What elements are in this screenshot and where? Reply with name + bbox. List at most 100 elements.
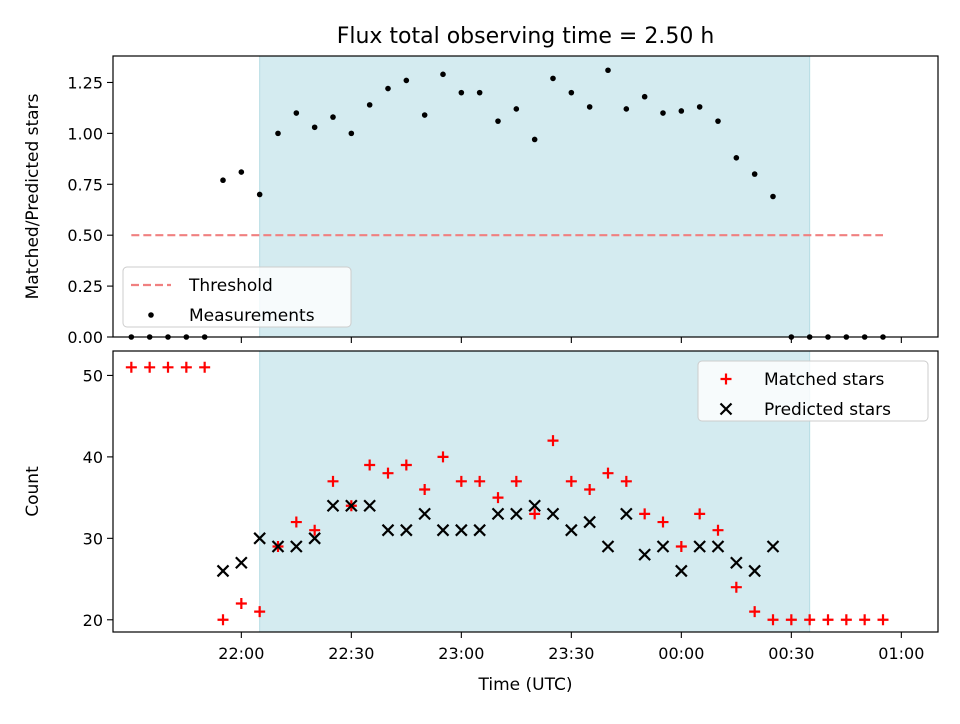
panel-2-matched-stars-point (382, 467, 394, 479)
panel-1-measurements-point (495, 118, 501, 124)
panel-2-predicted-stars-point (693, 540, 706, 553)
panel-1-measurements-point (641, 93, 648, 100)
panel-2-matched-stars-point (694, 508, 706, 520)
panel-1-y-tick-label: 0.50 (67, 226, 103, 245)
panel-2-predicted-stars-point (730, 556, 743, 570)
panel-1-measurements-point (311, 124, 318, 131)
panel-1-measurements-point (550, 75, 556, 82)
panel-1-y-tick-label: 0.00 (67, 328, 103, 347)
panel-2-y-tick-label: 30 (83, 529, 103, 548)
panel-2-matched-stars-point (877, 614, 889, 626)
panel-2-predicted-stars-point (583, 515, 596, 529)
panel-2-predicted-stars-point (271, 540, 285, 553)
panel-2-predicted-stars-point (711, 540, 725, 553)
panel-2-y-tick-label: 50 (83, 366, 103, 385)
panel-1-y-tick-label: 1.25 (67, 73, 103, 92)
panel-2-predicted-stars-point (510, 507, 523, 521)
panel-2-matched-stars-point (162, 361, 174, 373)
panel-2-matched-stars-point (309, 524, 321, 536)
panel-1-measurements-point (605, 67, 611, 74)
panel-1-measurements-point (385, 85, 391, 92)
panel-2-y-tick-label: 20 (83, 611, 103, 630)
panel-2-predicted-stars-point (546, 507, 560, 521)
panel-2-matched-stars-point (584, 483, 596, 495)
panel-2-predicted-stars-point (656, 540, 670, 553)
panel-1-measurements-point (770, 193, 776, 200)
panel-2-y-axis-label: Count (23, 466, 43, 517)
panel-2-matched-stars-point (199, 361, 211, 373)
panel-2-predicted-stars-point (766, 540, 780, 553)
panel-2-predicted-stars-point (748, 564, 761, 578)
panel-1-measurements-point (660, 110, 666, 116)
panel-2-predicted-stars-point (638, 548, 651, 561)
x-axis-label: Time (UTC) (478, 675, 573, 695)
panel-2-matched-stars-point (254, 606, 266, 618)
panel-1-measurements-point (440, 71, 446, 78)
panel-2-matched-stars-point (364, 459, 376, 471)
panel-2-predicted-stars-point (290, 540, 303, 553)
panel-2-predicted-stars-point (326, 499, 340, 513)
panel-2-legend-label: Matched stars (764, 370, 884, 390)
panel-2-matched-stars-point (217, 614, 229, 626)
panel-2-matched-stars-point (712, 524, 724, 536)
panel-2-matched-stars-point (730, 581, 742, 593)
panel-1-legend-box (122, 266, 352, 328)
panel-2-y-tick-label: 40 (83, 448, 103, 467)
panel-1-measurements-point (531, 136, 538, 143)
panel-2-legend-label: Predicted stars (764, 400, 891, 420)
panel-2-matched-stars-point (492, 492, 504, 504)
panel-2-matched-stars-point (474, 475, 486, 487)
panel-2-matched-stars-point (620, 475, 632, 487)
panel-2-matched-stars-point (400, 459, 412, 471)
panel-2-matched-stars-point (675, 540, 687, 552)
panel-1-measurements-point (403, 77, 410, 84)
panel-1-measurements-point (751, 171, 758, 177)
panel-2-x-tick-label: 23:00 (438, 644, 484, 663)
panel-2-matched-stars-point (840, 614, 852, 626)
panel-2-predicted-stars-point (363, 499, 376, 513)
panel-2-matched-stars-point (547, 435, 559, 447)
panel-2-matched-stars-point (804, 614, 816, 626)
panel-2-predicted-stars-point (601, 540, 615, 553)
panel-1-measurements-point (623, 106, 630, 112)
panel-1-measurements-point (366, 102, 373, 108)
panel-2-matched-stars-point (785, 614, 797, 626)
panel-1-y-axis-label: Matched/Predicted stars (23, 93, 43, 299)
panel-2-predicted-stars-point (381, 523, 395, 537)
panel-2-matched-stars-point (529, 508, 541, 520)
panel-2-axes-frame (112, 350, 939, 633)
panel-2-matched-stars-point (767, 614, 779, 626)
panel-1-measurements-point (238, 169, 245, 175)
panel-2-x-tick-label: 00:00 (658, 644, 704, 663)
panel-2-predicted-stars-point (308, 532, 321, 545)
panel-1-legend-marker (148, 312, 154, 318)
panel-1-measurements-point (513, 106, 520, 112)
panel-2-predicted-stars-point (620, 507, 633, 521)
panel-2-matched-stars-point (822, 614, 834, 626)
panel-2-predicted-stars-point (675, 564, 688, 578)
panel-1-y-tick-label: 1.00 (67, 124, 103, 143)
panel-2-matched-stars-point (749, 606, 761, 618)
panel-2-predicted-stars-point (473, 523, 486, 537)
axes-frames (112, 55, 939, 633)
panel-1-measurements-point (275, 130, 281, 137)
panel-1-legend-label: Measurements (189, 306, 315, 326)
panel-2-matched-stars-point (455, 475, 467, 487)
panel-2-x-tick-label: 00:30 (768, 644, 814, 663)
panel-1-measurements-point (458, 89, 465, 96)
panel-2-predicted-stars-point (491, 507, 505, 521)
panel-2-predicted-stars-point (235, 556, 248, 570)
panel-2-matched-stars-point (235, 597, 247, 609)
panel-2-predicted-stars-point (565, 523, 578, 537)
panel-2-matched-stars-point (510, 475, 522, 487)
panel-2-matched-stars-point (290, 516, 302, 528)
panel-2-predicted-stars-point (436, 523, 450, 537)
panel-2-legend-box (697, 360, 929, 422)
panel-1-measurements-point (696, 104, 703, 110)
panel-1-measurements-point (256, 191, 263, 198)
panel-1-y-tick-label: 0.75 (67, 175, 103, 194)
panel-2-x-tick-label: 01:00 (878, 644, 924, 663)
data-marks (125, 67, 889, 626)
panel-1-measurements-point (568, 89, 575, 96)
